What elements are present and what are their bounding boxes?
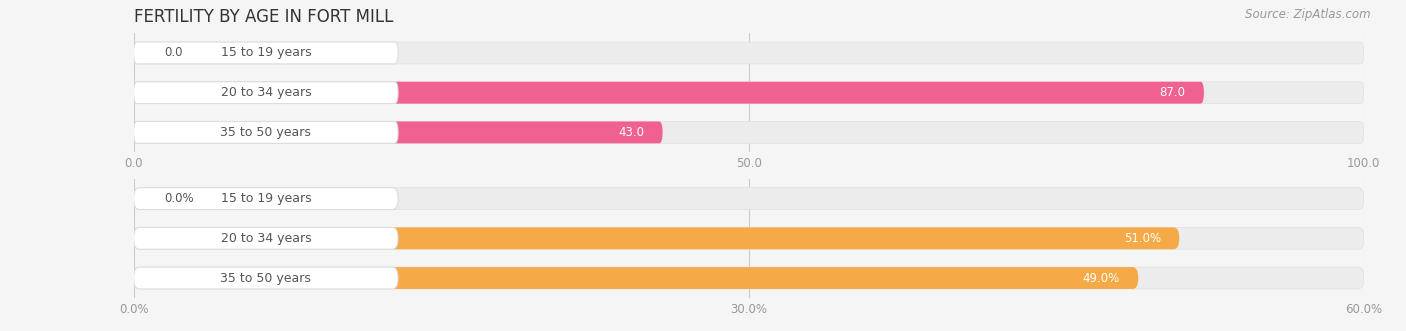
FancyBboxPatch shape <box>134 267 1364 289</box>
FancyBboxPatch shape <box>134 267 398 289</box>
FancyBboxPatch shape <box>134 82 1364 104</box>
FancyBboxPatch shape <box>134 121 1364 143</box>
FancyBboxPatch shape <box>134 267 1139 289</box>
Text: 35 to 50 years: 35 to 50 years <box>221 126 311 139</box>
Text: 87.0: 87.0 <box>1160 86 1185 99</box>
Text: 49.0%: 49.0% <box>1083 271 1119 285</box>
Text: 43.0: 43.0 <box>619 126 644 139</box>
Text: 15 to 19 years: 15 to 19 years <box>221 46 311 60</box>
Text: 20 to 34 years: 20 to 34 years <box>221 232 311 245</box>
FancyBboxPatch shape <box>134 227 1364 249</box>
Text: 35 to 50 years: 35 to 50 years <box>221 271 311 285</box>
FancyBboxPatch shape <box>134 82 1204 104</box>
FancyBboxPatch shape <box>134 188 1364 210</box>
Text: FERTILITY BY AGE IN FORT MILL: FERTILITY BY AGE IN FORT MILL <box>134 8 392 26</box>
FancyBboxPatch shape <box>134 121 662 143</box>
FancyBboxPatch shape <box>134 227 398 249</box>
Text: 51.0%: 51.0% <box>1123 232 1161 245</box>
Text: 0.0%: 0.0% <box>165 192 194 205</box>
FancyBboxPatch shape <box>134 42 398 64</box>
FancyBboxPatch shape <box>134 42 1364 64</box>
Text: 20 to 34 years: 20 to 34 years <box>221 86 311 99</box>
FancyBboxPatch shape <box>134 188 398 210</box>
FancyBboxPatch shape <box>134 82 398 104</box>
FancyBboxPatch shape <box>134 121 398 143</box>
Text: 15 to 19 years: 15 to 19 years <box>221 192 311 205</box>
FancyBboxPatch shape <box>134 227 1180 249</box>
Text: Source: ZipAtlas.com: Source: ZipAtlas.com <box>1246 8 1371 21</box>
Text: 0.0: 0.0 <box>165 46 183 60</box>
